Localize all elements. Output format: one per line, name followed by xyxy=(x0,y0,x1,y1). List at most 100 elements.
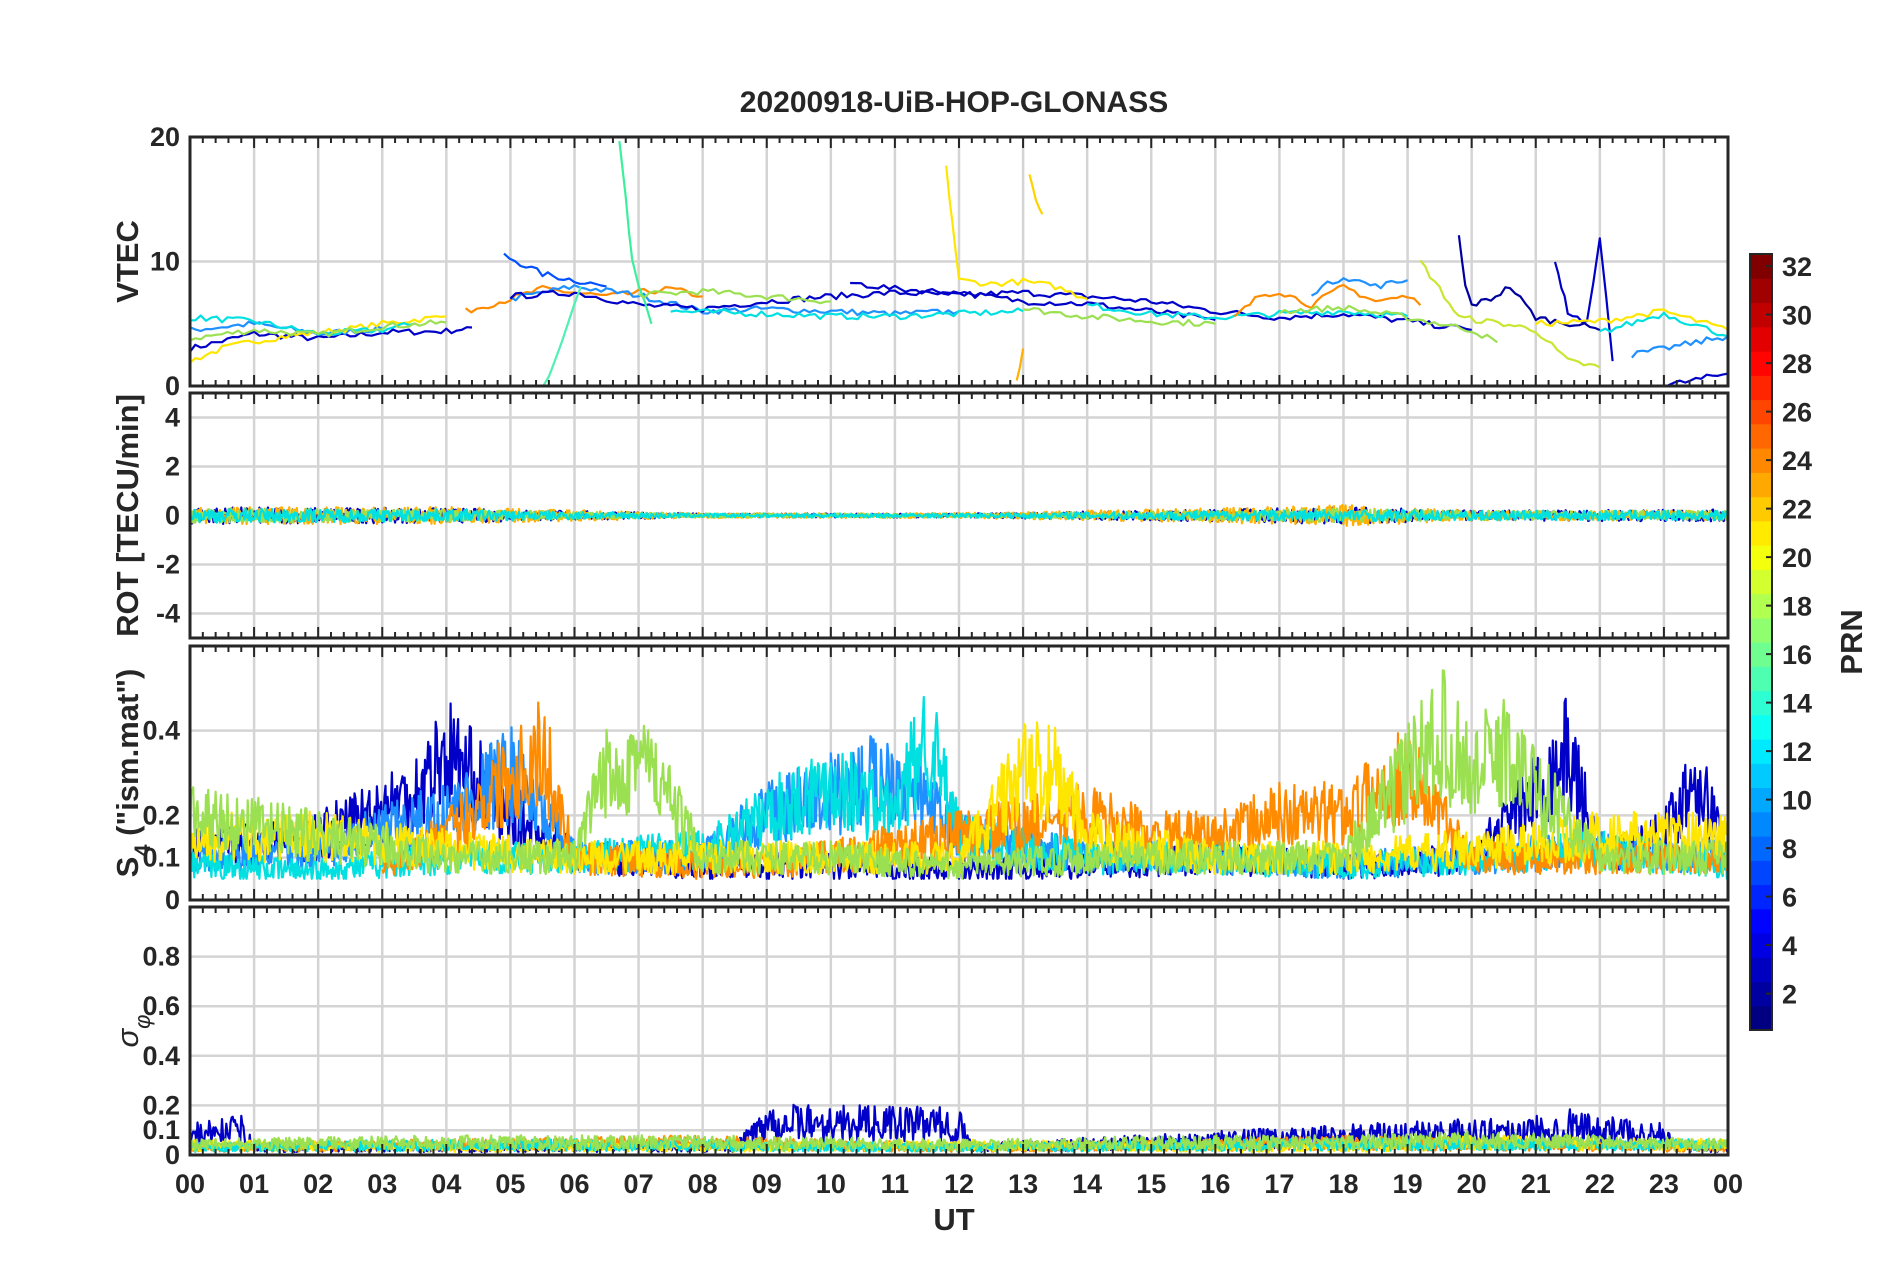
series-line-12 xyxy=(637,288,831,305)
x-tick-label: 14 xyxy=(1072,1169,1102,1199)
y-tick-label: 0 xyxy=(165,501,180,531)
y-tick-label: 10 xyxy=(150,247,180,277)
series-line-4 xyxy=(190,507,1728,524)
x-tick-label: 02 xyxy=(303,1169,333,1199)
x-tick-label: 09 xyxy=(752,1169,782,1199)
colorbar-label: PRN xyxy=(1834,609,1869,674)
colorbar-tick-label: 30 xyxy=(1782,301,1812,331)
colorbar-segment xyxy=(1750,933,1772,958)
x-axis-label: UT xyxy=(933,1202,974,1237)
x-tick-label: 05 xyxy=(495,1169,525,1199)
y-tick-label: 20 xyxy=(150,122,180,152)
y-axis-label: VTEC xyxy=(110,220,145,303)
colorbar-segment xyxy=(1750,496,1772,522)
x-tick-label: 01 xyxy=(239,1169,269,1199)
series-line-21 xyxy=(1310,277,1408,297)
series-line-14 xyxy=(850,281,1216,322)
x-tick-label: 15 xyxy=(1136,1169,1166,1199)
x-tick-label: 00 xyxy=(175,1169,205,1199)
y-label-sub: 4 xyxy=(130,844,155,857)
colorbar-tick-label: 24 xyxy=(1782,446,1812,476)
colorbar-segment xyxy=(1750,787,1772,813)
y-label-main: σ xyxy=(110,1028,145,1048)
x-tick-label: 06 xyxy=(559,1169,589,1199)
colorbar-frame xyxy=(1749,253,1773,1031)
y-axis-label: ROT [TECU/min] xyxy=(110,394,145,637)
x-tick-label: 21 xyxy=(1521,1169,1551,1199)
colorbar-segment xyxy=(1750,399,1772,425)
series-line-8 xyxy=(509,284,960,318)
colorbar-segment xyxy=(1750,593,1772,619)
x-tick-label: 10 xyxy=(816,1169,846,1199)
colorbar-segment xyxy=(1750,351,1772,376)
colorbar-tick-label: 20 xyxy=(1782,543,1812,573)
series-line-25 xyxy=(1553,237,1614,362)
colorbar-tick-label: 14 xyxy=(1782,689,1812,719)
x-tick-labels: 00 01 02 03 04 05 06 07 08 09 10 11 12 13 14 15 16 17 18 19… xyxy=(175,1169,1743,1199)
series-line-9 xyxy=(509,289,1472,332)
series-line-27 xyxy=(1599,311,1728,338)
series-line-5 xyxy=(190,319,447,342)
x-tick-label: 12 xyxy=(944,1169,974,1199)
y-tick-label: 0.2 xyxy=(142,800,180,830)
colorbar-segment xyxy=(1750,375,1772,401)
y-tick-label: 0.1 xyxy=(142,843,180,873)
x-tick-label: 17 xyxy=(1264,1169,1294,1199)
y-tick-label: 0.4 xyxy=(142,1041,180,1071)
colorbar-segment xyxy=(1750,957,1772,983)
y-tick-label: 0 xyxy=(165,1140,180,1170)
colorbar-segment xyxy=(1750,1005,1772,1031)
figure-title: 20200918-UiB-HOP-GLONASS xyxy=(740,86,1168,119)
series-line-23 xyxy=(1419,259,1601,369)
series-line-18 xyxy=(1023,307,1216,327)
x-tick-label: 22 xyxy=(1585,1169,1615,1199)
colorbar-segment xyxy=(1750,302,1772,328)
colorbar-tick-label: 4 xyxy=(1782,931,1797,961)
series-line-24 xyxy=(1457,235,1601,332)
colorbar-segment xyxy=(1750,472,1772,498)
colorbar-tick-label: 12 xyxy=(1782,737,1812,767)
series-line-22 xyxy=(1278,304,1498,344)
colorbar-segment xyxy=(1750,617,1772,643)
colorbar-tick-label: 32 xyxy=(1782,252,1812,282)
series-line-13 xyxy=(670,307,1024,321)
x-tick-label: 11 xyxy=(881,1169,910,1199)
colorbar-segment xyxy=(1750,448,1772,473)
colorbar-segment xyxy=(1750,811,1772,837)
series-line-28 xyxy=(1631,335,1728,359)
x-tick-label: 16 xyxy=(1200,1169,1230,1199)
colorbar-tick-label: 28 xyxy=(1782,349,1812,379)
series-line-19 xyxy=(1086,302,1409,321)
colorbar-tick-label: 6 xyxy=(1782,883,1797,913)
y-tick-label: 0.2 xyxy=(142,1090,180,1120)
colorbar-segment xyxy=(1750,981,1772,1007)
y-axis-label: S4 ("ism.mat") xyxy=(110,669,155,878)
colorbar-segment xyxy=(1750,763,1772,789)
series-line-6 xyxy=(190,669,1728,880)
colorbar-segment xyxy=(1750,254,1772,279)
y-tick-label: 4 xyxy=(165,403,180,433)
colorbar-segment xyxy=(1750,860,1772,886)
colorbar-segment xyxy=(1750,690,1772,716)
y-label-sub: φ xyxy=(130,1014,155,1028)
colorbar-tick-label: 26 xyxy=(1782,398,1812,428)
series-group xyxy=(190,140,1728,386)
x-tick-label: 04 xyxy=(431,1169,461,1199)
series-line-7 xyxy=(464,284,703,314)
x-tick-label: 08 xyxy=(688,1169,718,1199)
y-axis-label: σφ xyxy=(110,1014,155,1047)
x-tick-label: 19 xyxy=(1393,1169,1423,1199)
colorbar-segment xyxy=(1750,326,1772,352)
colorbar-segment xyxy=(1750,545,1772,570)
series-line-1 xyxy=(190,326,473,353)
series-line-20 xyxy=(1233,283,1422,318)
colorbar-tick-label: 16 xyxy=(1782,640,1812,670)
colorbar-tick-label: 8 xyxy=(1782,834,1797,864)
panel-2: -4 -2 0 2 4 ROT [TECU/min] xyxy=(110,391,1730,640)
y-label-main: S xyxy=(110,857,145,878)
y-tick-label: 0.8 xyxy=(142,942,180,972)
colorbar-segment xyxy=(1750,278,1772,304)
colorbar-tick-label: 22 xyxy=(1782,495,1812,525)
